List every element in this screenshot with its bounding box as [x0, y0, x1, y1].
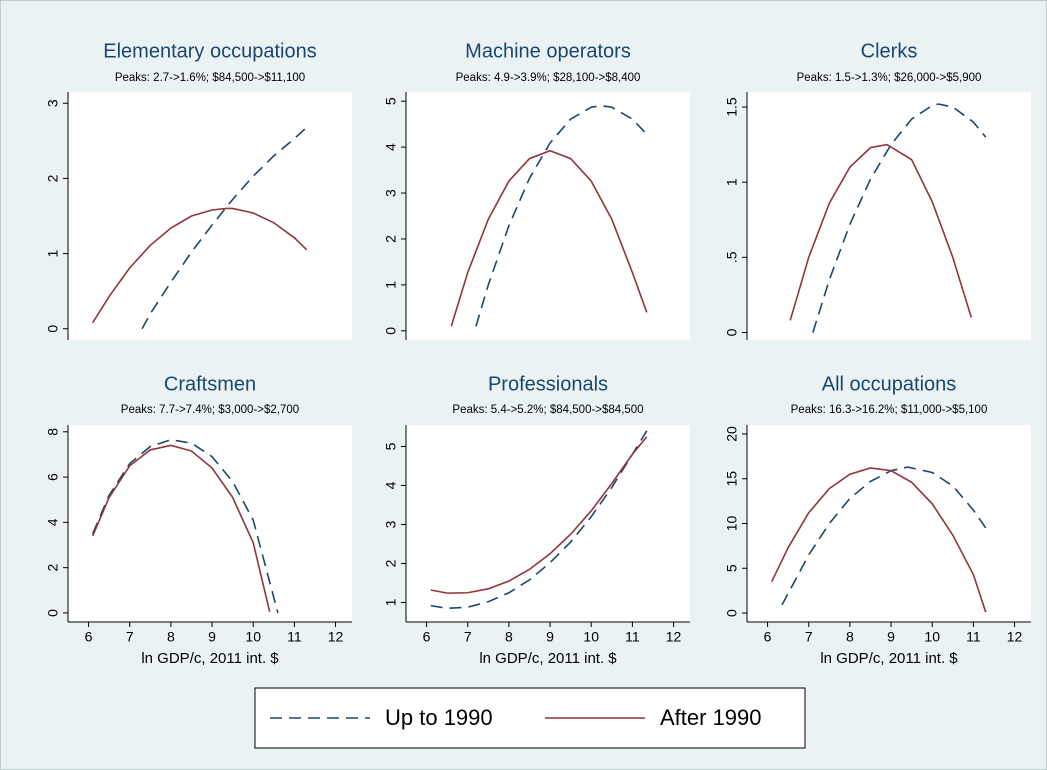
plot-area — [747, 425, 1031, 622]
x-tick-label: 12 — [1007, 629, 1023, 645]
series-line — [430, 430, 648, 610]
panel-title: Clerks — [861, 40, 918, 62]
series-line — [141, 126, 308, 330]
y-tick-label: 3 — [45, 99, 61, 107]
series-line — [430, 436, 648, 594]
x-tick-label: 7 — [805, 629, 813, 645]
y-tick-label: 1 — [383, 598, 399, 606]
x-tick-label: 11 — [966, 629, 981, 645]
series-line — [475, 104, 648, 327]
y-tick-label: 4 — [383, 481, 399, 489]
y-tick-label: 3 — [383, 189, 399, 197]
y-tick-label: 2 — [45, 564, 61, 572]
panel-subtitle: Peaks: 7.7->7.4%; $3,000->$2,700 — [121, 404, 299, 416]
y-tick-label: 10 — [724, 516, 740, 532]
y-tick-label: 6 — [45, 473, 61, 481]
y-tick-label: 1 — [45, 249, 61, 257]
y-tick-label: 5 — [383, 442, 399, 450]
panel-subtitle: Peaks: 2.7->1.6%; $84,500->$11,100 — [115, 72, 305, 84]
y-tick-label: .5 — [724, 251, 740, 263]
series-line — [92, 207, 308, 324]
y-tick-label: 15 — [724, 471, 740, 487]
x-tick-label: 9 — [546, 629, 554, 645]
x-tick-label: 6 — [764, 629, 772, 645]
y-tick-label: 4 — [45, 518, 61, 526]
x-tick-label: 8 — [167, 629, 175, 645]
y-tick-label: 1.5 — [724, 97, 740, 117]
x-axis-title: ln GDP/c, 2011 int. $ — [141, 650, 279, 667]
x-tick-label: 12 — [328, 629, 344, 645]
series-line — [812, 103, 987, 333]
x-tick-label: 8 — [846, 629, 854, 645]
x-tick-label: 11 — [287, 629, 302, 645]
x-tick-label: 7 — [126, 629, 134, 645]
y-tick-label: 0 — [724, 609, 740, 617]
x-axis-title: ln GDP/c, 2011 int. $ — [479, 650, 617, 667]
x-tick-label: 9 — [887, 629, 895, 645]
x-tick-label: 10 — [583, 629, 599, 645]
y-tick-label: 1 — [724, 178, 740, 186]
y-tick-label: 0 — [45, 325, 61, 333]
panel-subtitle: Peaks: 4.9->3.9%; $28,100->$8,400 — [456, 72, 641, 84]
y-tick-label: 0 — [724, 328, 740, 336]
y-tick-label: 5 — [724, 564, 740, 572]
y-tick-label: 3 — [383, 520, 399, 528]
series-line — [450, 149, 648, 327]
y-tick-label: 8 — [45, 428, 61, 436]
panel-subtitle: Peaks: 5.4->5.2%; $84,500->$84,500 — [452, 404, 643, 416]
x-tick-label: 9 — [208, 629, 216, 645]
y-tick-label: 2 — [383, 559, 399, 567]
plot-area — [406, 425, 690, 622]
x-tick-label: 6 — [423, 629, 431, 645]
panel-title: Elementary occupations — [103, 40, 316, 62]
panel-subtitle: Peaks: 1.5->1.3%; $26,000->$5,900 — [797, 72, 982, 84]
x-tick-label: 7 — [464, 629, 472, 645]
x-tick-label: 10 — [924, 629, 940, 645]
x-tick-label: 8 — [505, 629, 513, 645]
x-axis-title: ln GDP/c, 2011 int. $ — [820, 650, 958, 667]
series-line — [770, 467, 987, 613]
panel-title: Machine operators — [465, 40, 631, 62]
y-tick-label: 1 — [383, 281, 399, 289]
y-tick-label: 5 — [383, 97, 399, 105]
plot-area — [406, 92, 690, 340]
y-tick-label: 2 — [383, 235, 399, 243]
plot-area — [68, 92, 352, 340]
plot-area — [747, 92, 1031, 340]
y-tick-label: 20 — [724, 426, 740, 442]
series-line — [91, 438, 279, 614]
legend-label: After 1990 — [660, 705, 762, 730]
y-tick-label: 0 — [45, 609, 61, 617]
x-tick-label: 10 — [245, 629, 261, 645]
panel-title: Craftsmen — [164, 373, 256, 395]
x-tick-label: 12 — [666, 629, 682, 645]
x-tick-label: 6 — [85, 629, 93, 645]
plot-area — [68, 425, 352, 622]
series-line — [91, 444, 271, 612]
x-tick-label: 11 — [625, 629, 640, 645]
y-tick-label: 0 — [383, 327, 399, 335]
panel-title: Professionals — [488, 373, 608, 395]
legend-label: Up to 1990 — [385, 705, 493, 730]
y-tick-label: 2 — [45, 174, 61, 182]
y-tick-label: 4 — [383, 143, 399, 151]
panel-title: All occupations — [822, 373, 957, 395]
panel-subtitle: Peaks: 16.3->16.2%; $11,000->$5,100 — [791, 404, 988, 416]
series-line — [789, 143, 973, 321]
